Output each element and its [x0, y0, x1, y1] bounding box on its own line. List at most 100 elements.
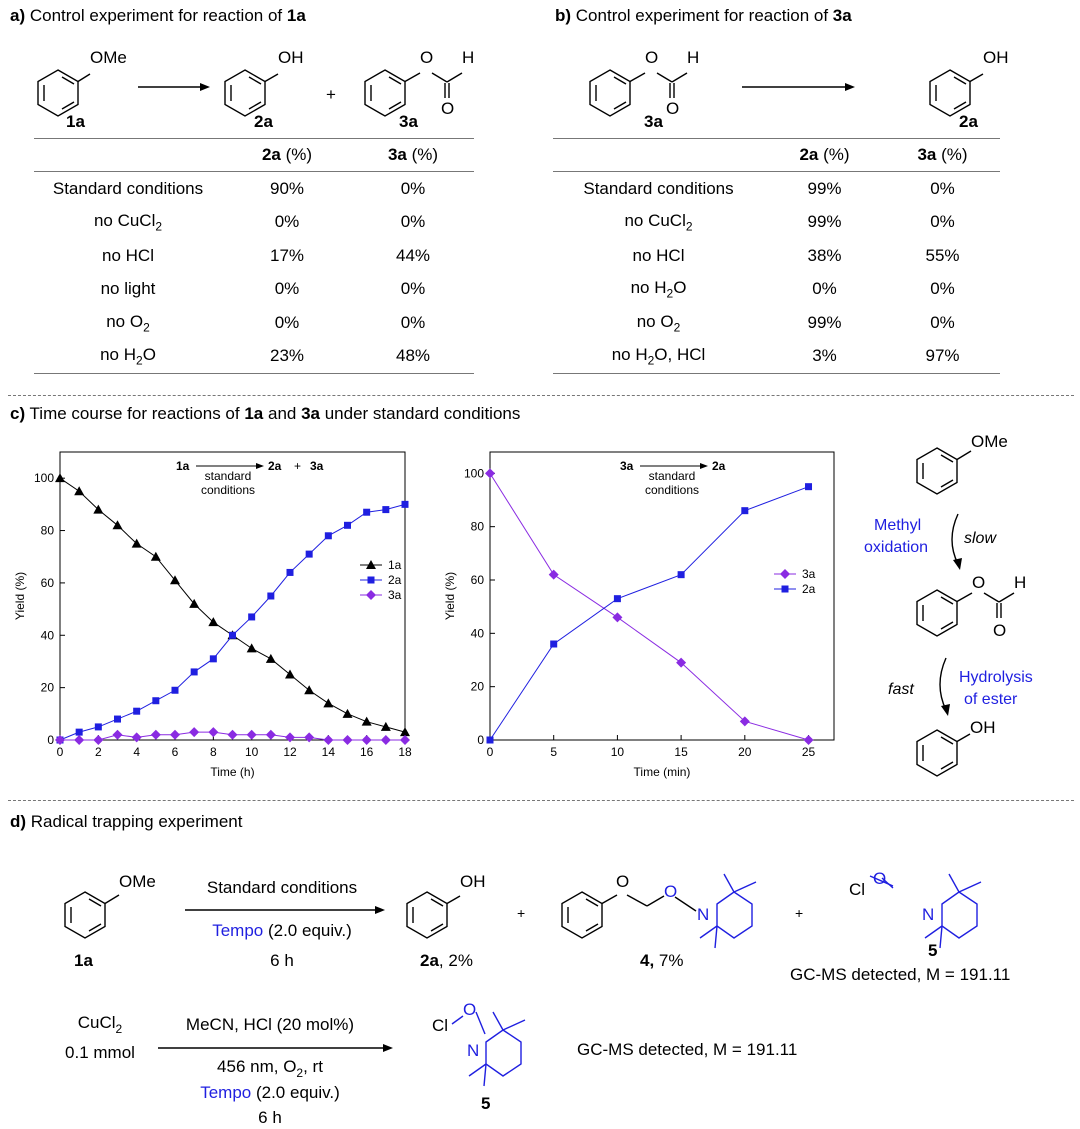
data-point-2a — [741, 507, 749, 515]
data-point-3a — [189, 727, 200, 738]
methoxy-label: OMe — [90, 48, 127, 67]
table-row: no HCl 17% 44% — [34, 239, 474, 273]
product-2a-label: 2a, 2% — [420, 951, 473, 970]
yield-2a-cell: 90% — [269, 178, 305, 198]
yield-3a-cell: 0% — [930, 212, 955, 232]
conditions-label: Standard conditions — [207, 878, 357, 897]
series-line-2a — [489, 486, 809, 741]
table-header: 3a (%) — [885, 138, 1000, 172]
data-point-3a — [93, 735, 104, 745]
eq-product: 2a — [712, 459, 726, 473]
x-tick-label: 14 — [322, 745, 336, 759]
data-point-3a — [227, 729, 238, 740]
data-point-3a — [342, 735, 353, 745]
x-tick-label: 25 — [802, 745, 816, 759]
y-tick-label: 0 — [477, 733, 484, 747]
data-point-2a — [363, 508, 371, 516]
cucl2-label: CuCl2 — [78, 1013, 123, 1036]
data-point-3a — [55, 735, 65, 745]
data-point-2a — [267, 592, 275, 600]
y-axis-label: Yield (%) — [13, 572, 27, 620]
data-point-1a — [323, 698, 334, 708]
yield-2a-cell: 17% — [269, 245, 305, 265]
condition-cell: Standard conditions — [52, 178, 204, 198]
data-point-1a — [131, 538, 142, 548]
yield-3a-cell: 0% — [930, 312, 955, 332]
table-row: no O2 99% 0% — [553, 306, 1000, 340]
x-tick-label: 10 — [245, 745, 259, 759]
table-row: no CuCl2 99% 0% — [553, 206, 1000, 240]
yield-3a-cell: 0% — [400, 212, 426, 232]
table-row: no H2O 23% 48% — [34, 340, 474, 374]
eq-product2: 3a — [310, 459, 324, 473]
hydroxy-label: OH — [983, 48, 1009, 67]
product-4-label: 4, 7% — [640, 951, 683, 970]
table-row: no light 0% 0% — [34, 273, 474, 307]
panel-c-title: c) Time course for reactions of 1a and 3… — [10, 404, 521, 423]
divider-1 — [8, 395, 1074, 396]
x-axis-label: Time (min) — [634, 765, 691, 779]
data-point-3a — [361, 735, 372, 745]
eq-arrowhead — [700, 463, 708, 469]
data-point-3a — [612, 612, 623, 623]
data-point-1a — [93, 504, 104, 514]
table-row: no H2O, HCl 3% 97% — [553, 340, 1000, 374]
tempo-conditions-label: Tempo (2.0 equiv.) — [200, 1083, 340, 1102]
chloro-label: Cl — [432, 1016, 448, 1035]
compound-id-3a: 3a — [399, 112, 418, 131]
panel-b-scheme: O H O 3a OH 2a — [589, 48, 1009, 131]
data-point-3a — [304, 732, 315, 743]
y-tick-label: 0 — [47, 733, 54, 747]
compound-id-5: 5 — [928, 941, 937, 960]
data-point-1a — [285, 669, 295, 679]
yield-3a-cell: 0% — [930, 178, 955, 198]
x-tick-label: 0 — [487, 745, 494, 759]
formyl-h-label: H — [1014, 573, 1026, 592]
x-tick-label: 6 — [172, 745, 179, 759]
data-point-2a — [171, 686, 179, 694]
data-point-3a — [400, 735, 410, 745]
eq-reactant: 1a — [176, 459, 190, 473]
condition-cell: no HCl — [102, 245, 154, 265]
data-point-2a — [344, 521, 351, 529]
time-course-chart-1a: 0 2 4 6 8 10 12 14 16 18 0 20 40 60 80 100 Time (h) Yield… — [13, 451, 412, 779]
plot-frame — [59, 451, 406, 741]
eq-condition-line1: standard — [205, 469, 252, 483]
x-tick-label: 8 — [210, 745, 217, 759]
eq-product: 2a — [268, 459, 282, 473]
condition-cell: no H2O, HCl — [611, 345, 706, 368]
formyl-h-label: H — [462, 48, 474, 67]
data-point-3a — [246, 729, 257, 740]
condition-cell: no O2 — [106, 311, 150, 334]
eq-condition-line2: conditions — [645, 483, 699, 497]
series-line-3a — [489, 473, 809, 741]
data-point-3a — [131, 732, 142, 743]
y-tick-label: 40 — [471, 626, 485, 640]
methoxy-label: OMe — [971, 432, 1008, 451]
gcms-note: GC-MS detected, M = 191.11 — [577, 1040, 797, 1059]
yield-2a-cell: 99% — [807, 212, 842, 232]
x-tick-label: 0 — [57, 745, 64, 759]
data-point-2a — [382, 506, 390, 514]
time-label: 6 h — [258, 1108, 282, 1127]
data-point-2a — [75, 728, 83, 736]
data-point-3a — [548, 569, 559, 580]
compound-id-1a: 1a — [74, 951, 93, 970]
piperidine-n-label: N — [697, 905, 709, 924]
x-tick-label: 10 — [611, 745, 625, 759]
data-point-2a — [324, 532, 332, 540]
yield-2a-cell: 3% — [812, 346, 837, 366]
data-point-2a — [229, 631, 236, 639]
piperidine-n-label: N — [467, 1041, 479, 1060]
ester-oxygen-label: O — [420, 48, 433, 67]
data-point-2a — [401, 500, 409, 508]
compound-id-2a: 2a — [959, 112, 978, 131]
compound-id-2a: 2a — [254, 112, 273, 131]
methoxy-label: OMe — [119, 872, 156, 891]
nitroxyl-oxygen-label: O — [873, 869, 886, 888]
legend-marker-2a — [367, 576, 375, 584]
radical-trapping-scheme: OMe 1a Standard conditions Tempo (2.0 eq… — [64, 869, 1010, 1127]
y-tick-label: 80 — [471, 520, 485, 534]
data-point-1a — [361, 716, 372, 726]
data-point-3a — [265, 729, 276, 740]
